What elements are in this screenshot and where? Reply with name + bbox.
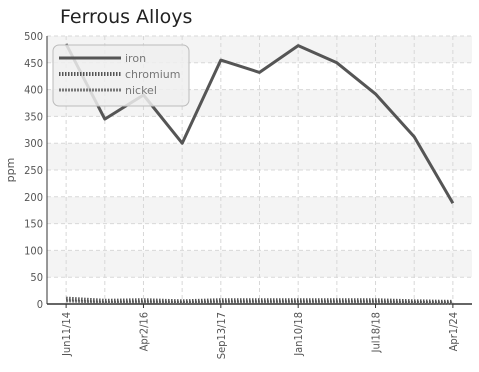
x-tick-label: Jul18/18 [370, 312, 383, 353]
y-tick-label: 350 [24, 110, 43, 123]
series-line-chromium [65, 296, 453, 304]
legend-label-nickel: nickel [125, 84, 157, 97]
x-tick-label: Apr1/24 [447, 312, 460, 351]
y-tick-label: 50 [30, 271, 43, 284]
legend: iron chromium nickel [52, 44, 190, 107]
y-tick-label: 400 [24, 84, 43, 97]
x-tick-label: Apr2/16 [137, 312, 150, 351]
y-tick-label: 100 [24, 244, 43, 257]
y-axis-title: ppm [4, 158, 17, 183]
y-tick-label: 150 [24, 218, 43, 231]
x-tick-label: Jun11/14 [60, 312, 73, 357]
y-tick-label: 0 [37, 298, 43, 311]
x-tick-label: Jan10/18 [292, 312, 305, 357]
legend-label-iron: iron [125, 52, 146, 65]
y-tick-label: 250 [24, 164, 43, 177]
y-tick-label: 450 [24, 57, 43, 70]
chart-title: Ferrous Alloys [60, 6, 193, 28]
legend-label-chromium: chromium [125, 68, 181, 81]
y-tick-label: 200 [24, 191, 43, 204]
y-tick-label: 300 [24, 137, 43, 150]
x-tick-label: Sep13/17 [215, 312, 228, 359]
y-tick-label: 500 [24, 30, 43, 43]
